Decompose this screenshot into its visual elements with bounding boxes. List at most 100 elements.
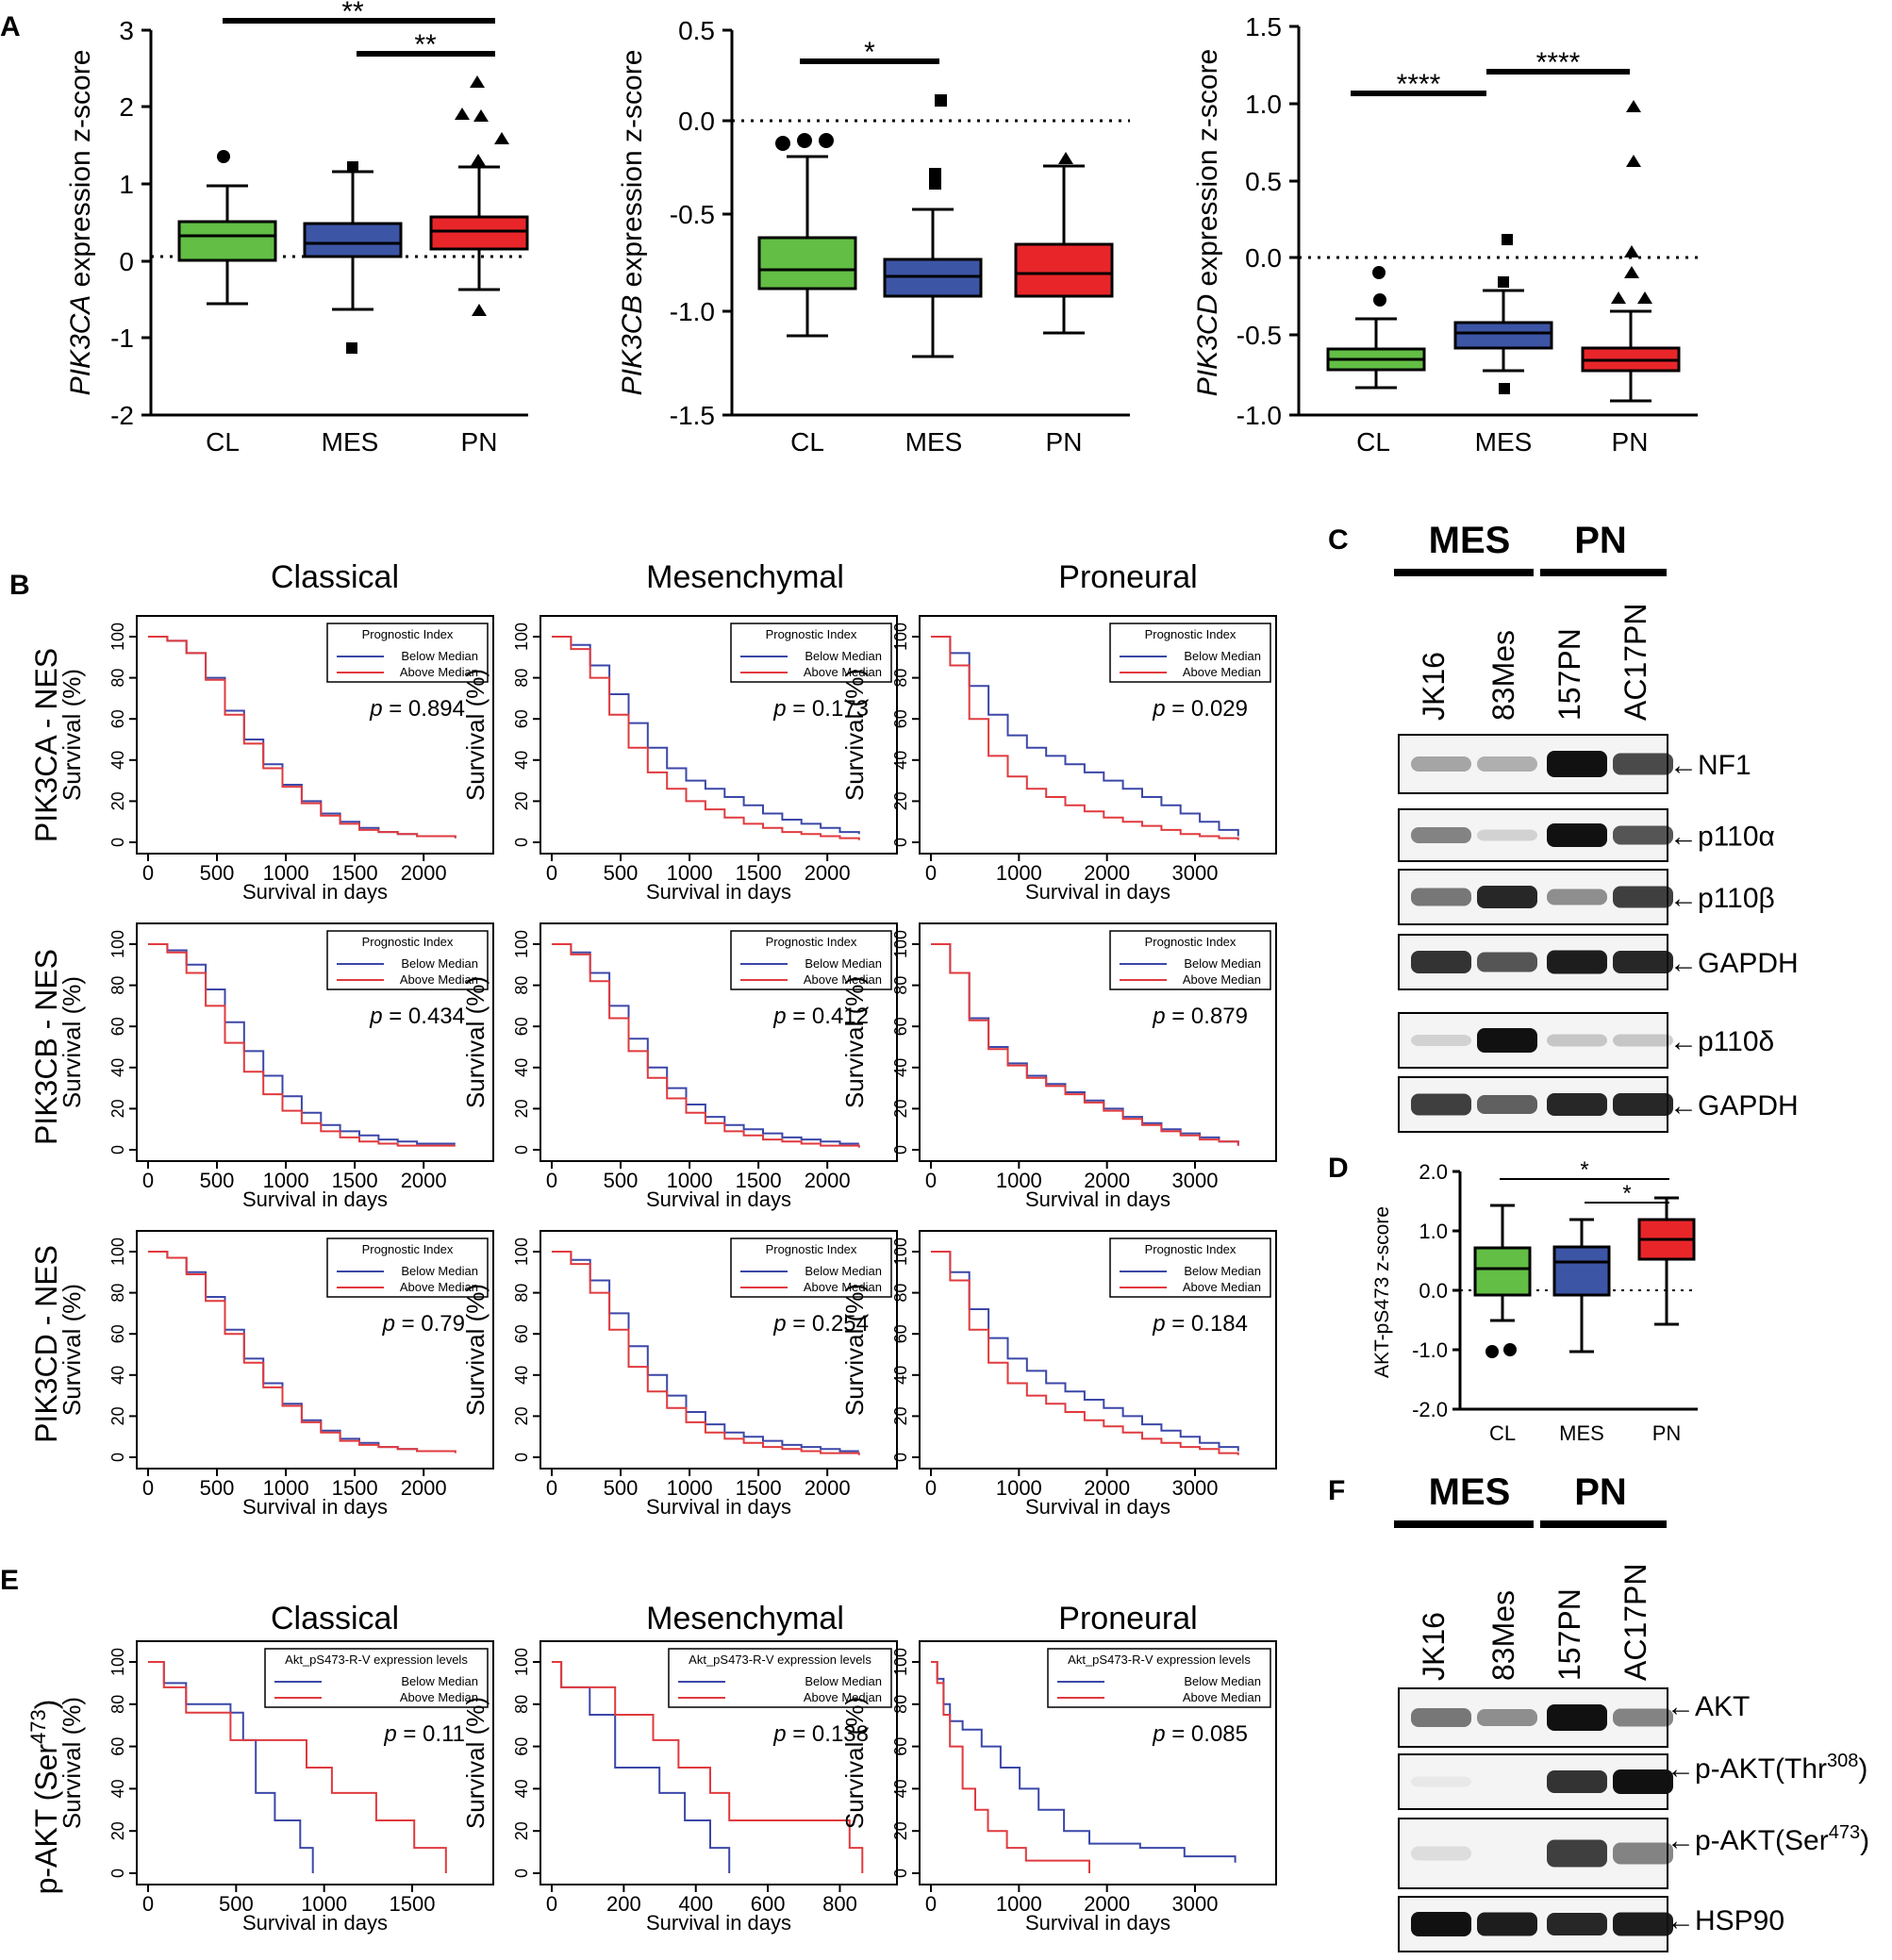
band — [1411, 951, 1471, 973]
ytick: 1 — [119, 170, 134, 199]
legend-title: Akt_pS473-R-V expression levels — [1068, 1653, 1251, 1667]
ytick: 100 — [891, 1648, 910, 1676]
legend-below: Below Median — [401, 1674, 478, 1688]
ytick: 80 — [891, 1695, 910, 1714]
band — [1613, 753, 1673, 775]
p-value: p = 0.894 — [369, 696, 465, 722]
xtick: 2000 — [401, 861, 447, 885]
ytick: 100 — [108, 1237, 127, 1266]
ytick: 40 — [891, 1779, 910, 1798]
column-title: Proneural — [1058, 1601, 1197, 1636]
xtick: 1000 — [996, 861, 1042, 885]
y-axis-label: Survival (%) — [58, 976, 86, 1108]
ytick: 80 — [512, 1695, 531, 1714]
ytick: 100 — [512, 623, 531, 651]
blot-strip: ←p110α — [1398, 808, 1775, 862]
km-curve-above — [552, 1251, 860, 1455]
x-axis-label: Survival in days — [242, 880, 388, 904]
group-label-pn: PN — [1574, 1471, 1627, 1513]
km-curve-below — [552, 1251, 859, 1453]
xtick: 2000 — [805, 1476, 851, 1500]
legend-above: Above Median — [804, 1280, 882, 1294]
ytick: -1.0 — [1412, 1338, 1448, 1362]
ytick: -1.0 — [1236, 401, 1282, 430]
panel-c: MES PN JK16 83Mes 157PN AC17PN ←NF1 ←p110… — [1394, 520, 1799, 1133]
km-curve-below — [148, 943, 456, 1145]
xtick: 400 — [678, 1892, 713, 1916]
ytick: 40 — [891, 1366, 910, 1385]
blot-strip: ←p110β — [1398, 869, 1775, 925]
xtick: PN — [1046, 427, 1083, 457]
ytick: 60 — [108, 1017, 127, 1036]
ytick: -2 — [110, 401, 134, 430]
ytick: 100 — [891, 1237, 910, 1266]
band — [1613, 1912, 1673, 1936]
xtick: 1000 — [667, 861, 713, 885]
xtick: 0 — [925, 1169, 937, 1192]
lane-label: 83Mes — [1486, 1590, 1520, 1681]
ytick: 1.5 — [1245, 12, 1282, 42]
km-curve-below — [931, 1251, 1239, 1452]
sig-label: * — [1622, 1181, 1631, 1206]
legend-above: Above Median — [1183, 1280, 1261, 1294]
km-curve-above — [552, 1661, 864, 1873]
band — [1613, 1842, 1673, 1865]
y-axis-label: Survival (%) — [461, 976, 490, 1108]
p-value: p = 0.085 — [1152, 1721, 1248, 1747]
box-cl — [1326, 266, 1426, 390]
legend-above: Above Median — [400, 972, 478, 987]
y-axis-label: Survival (%) — [840, 1284, 869, 1416]
ytick: 80 — [512, 669, 531, 688]
ytick: 80 — [891, 1284, 910, 1303]
xtick: 0 — [546, 1169, 557, 1192]
ytick: -0.5 — [670, 200, 715, 229]
xtick: 0 — [925, 1892, 937, 1916]
blot-label: ←NF1 — [1669, 750, 1751, 781]
xtick: 3000 — [1172, 861, 1219, 885]
legend-title: Akt_pS473-R-V expression levels — [689, 1653, 871, 1667]
ytick: 80 — [512, 1284, 531, 1303]
y-axis-label: PIK3CA expression z-score — [65, 50, 96, 396]
y-axis-label: AKT-pS473 z-score — [1371, 1206, 1393, 1378]
ytick: 60 — [891, 1324, 910, 1343]
band — [1411, 1912, 1471, 1936]
ytick: 60 — [891, 1017, 910, 1036]
ytick: 100 — [108, 623, 127, 651]
km-curve-above — [148, 943, 456, 1147]
legend-above: Above Median — [1183, 972, 1261, 987]
xtick: 200 — [606, 1892, 641, 1916]
panel-d: 2.0 1.0 0.0 -1.0 -2.0 AKT-pS473 z-score — [1371, 1157, 1698, 1445]
ytick: -1.0 — [670, 297, 715, 326]
p-value: p = 0.138 — [772, 1721, 869, 1747]
xtick: 1000 — [263, 1169, 309, 1192]
y-axis-label: Survival (%) — [840, 669, 869, 801]
ytick: 20 — [108, 1099, 127, 1118]
row-label: PIK3CB - NES — [29, 949, 63, 1145]
row-label: PIK3CA - NES — [29, 648, 63, 842]
ytick: 100 — [108, 1648, 127, 1676]
blot-label: ←GAPDH — [1669, 948, 1799, 979]
panel-label-d: D — [1328, 1153, 1349, 1184]
xtick: CL — [206, 427, 240, 457]
legend-below: Below Median — [805, 1674, 882, 1688]
xtick: 800 — [822, 1892, 857, 1916]
ytick: 100 — [891, 623, 910, 651]
lane-label: JK16 — [1417, 652, 1451, 721]
legend-below: Below Median — [1184, 1674, 1261, 1688]
xtick: 0 — [925, 861, 937, 885]
ytick: 40 — [891, 751, 910, 770]
x-axis-label: Survival in days — [646, 1911, 791, 1935]
xtick: 600 — [751, 1892, 786, 1916]
legend-title: Prognostic Index — [766, 627, 857, 641]
legend-title: Prognostic Index — [362, 935, 454, 949]
xtick: 2000 — [1084, 1169, 1130, 1192]
band — [1547, 950, 1607, 974]
xtick: 2000 — [805, 861, 851, 885]
band — [1547, 1093, 1607, 1116]
ytick: 60 — [512, 1737, 531, 1756]
group-label-pn: PN — [1574, 520, 1627, 561]
p-value: p = 0.11 — [383, 1721, 465, 1747]
box-mes — [303, 161, 403, 354]
